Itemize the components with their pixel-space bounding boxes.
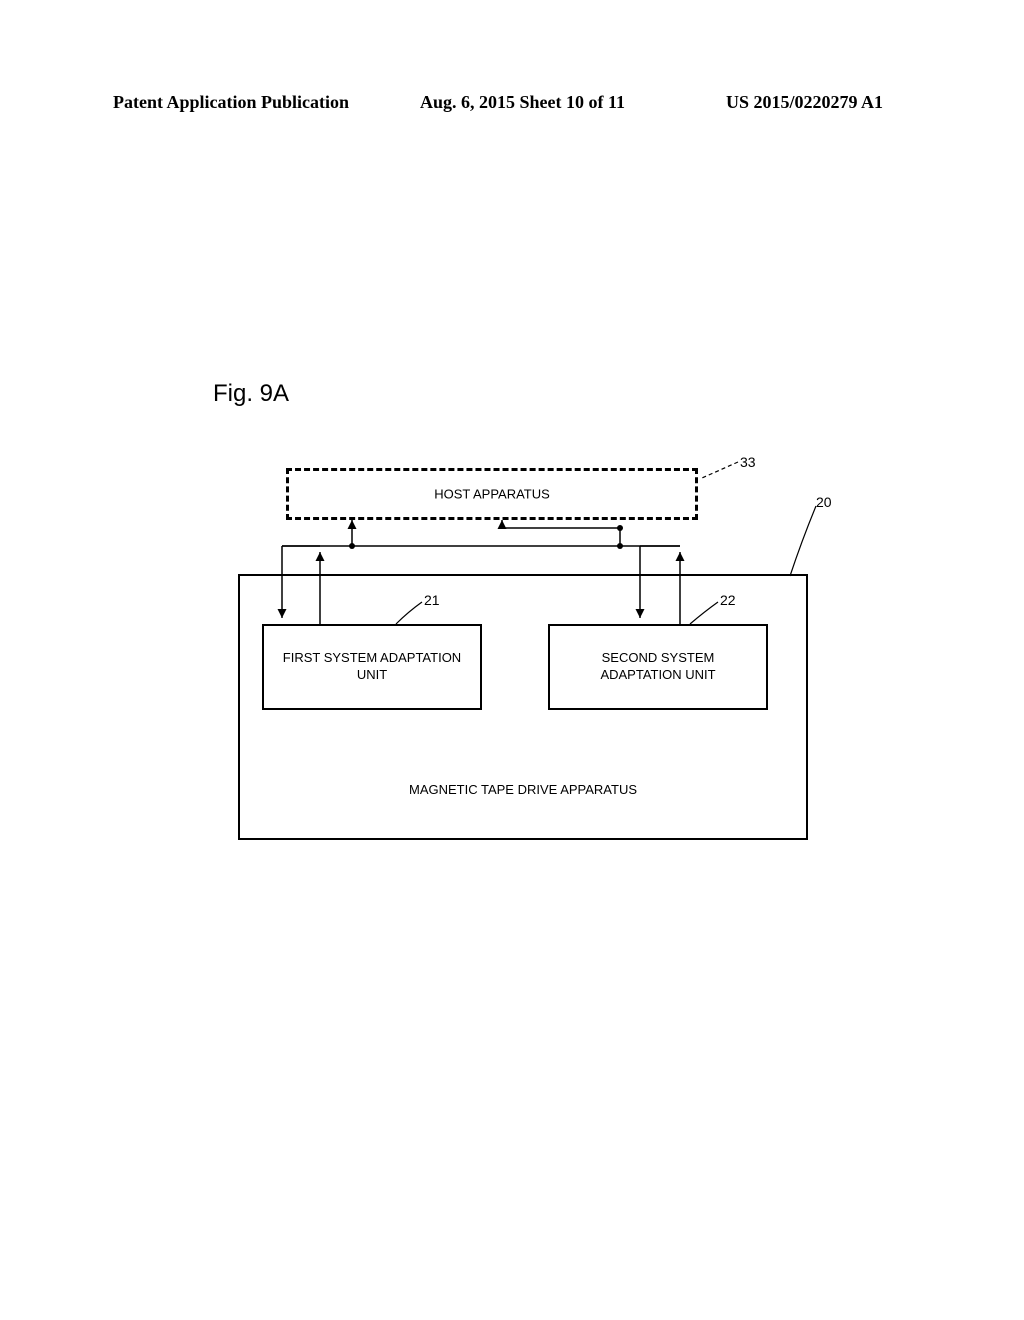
host-box: HOST APPARATUS: [286, 468, 698, 520]
host-label: HOST APPARATUS: [289, 487, 695, 502]
header-center: Aug. 6, 2015 Sheet 10 of 11: [420, 92, 625, 113]
drive-label: MAGNETIC TAPE DRIVE APPARATUS: [240, 782, 806, 797]
first-unit-label: FIRST SYSTEM ADAPTATION UNIT: [283, 650, 461, 684]
ref-33: 33: [740, 454, 756, 470]
ref-22: 22: [720, 592, 736, 608]
first-unit-box: FIRST SYSTEM ADAPTATION UNIT: [262, 624, 482, 710]
header-right: US 2015/0220279 A1: [726, 92, 883, 113]
second-unit-box: SECOND SYSTEM ADAPTATION UNIT: [548, 624, 768, 710]
ref-21: 21: [424, 592, 440, 608]
header-left: Patent Application Publication: [113, 92, 349, 113]
figure-label: Fig. 9A: [213, 380, 289, 408]
second-unit-label: SECOND SYSTEM ADAPTATION UNIT: [600, 650, 715, 684]
ref-20: 20: [816, 494, 832, 510]
